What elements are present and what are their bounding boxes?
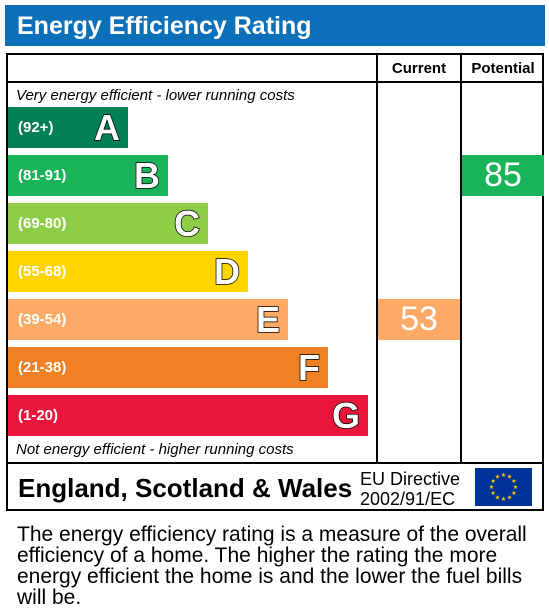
- band-b: (81-91) B: [8, 155, 168, 196]
- header-bar: Energy Efficiency Rating: [5, 5, 545, 46]
- band-a: (92+) A: [8, 107, 128, 148]
- flag-star: [490, 478, 496, 483]
- band-range-label: (1-20): [18, 407, 59, 424]
- page-title: Energy Efficiency Rating: [17, 12, 312, 40]
- footer-country: England, Scotland & Wales: [18, 473, 353, 503]
- band-letter-label: D: [213, 251, 241, 293]
- current-score: 53: [378, 299, 460, 340]
- flag-star: [511, 490, 517, 495]
- potential-score: 85: [462, 155, 544, 196]
- column-divider-current: [376, 53, 378, 464]
- band-letter-label: B: [133, 155, 161, 197]
- flag-star: [495, 494, 500, 500]
- band-letter-label: A: [93, 107, 121, 149]
- band-letter-label: C: [173, 203, 201, 245]
- column-header-potential: Potential: [471, 60, 535, 77]
- flag-star: [513, 484, 518, 489]
- flag-star: [489, 484, 494, 489]
- flag-star: [511, 478, 517, 483]
- column-divider-potential: [460, 53, 462, 464]
- band-letter-label: E: [255, 299, 281, 341]
- footer-row-divider: [6, 462, 544, 464]
- flag-star: [501, 496, 506, 501]
- footer-directive-line1: EU Directive: [360, 469, 461, 489]
- band-range-label: (81-91): [18, 167, 67, 184]
- band-g: (1-20) G: [8, 395, 368, 436]
- flag-star: [507, 494, 512, 500]
- band-range-label: (55-68): [18, 263, 67, 280]
- footer-directive-line2: 2002/91/EC: [360, 489, 456, 509]
- header-row-divider: [6, 81, 544, 83]
- band-range-label: (39-54): [18, 311, 67, 328]
- band-range-label: (69-80): [18, 215, 67, 232]
- flag-star: [507, 474, 512, 479]
- band-d: (55-68) D: [8, 251, 248, 292]
- band-range-label: (92+): [18, 119, 54, 136]
- band-c: (69-80) C: [8, 203, 208, 244]
- eu-flag-icon: [475, 468, 532, 506]
- description-text: The energy efficiency rating is a measur…: [17, 523, 527, 609]
- flag-star: [490, 490, 496, 495]
- rating-frame: [6, 53, 544, 511]
- band-f: (21-38) F: [8, 347, 328, 388]
- flag-star: [501, 472, 506, 477]
- note-bottom: Not energy efficient - higher running co…: [16, 441, 294, 458]
- note-top: Very energy efficient - lower running co…: [16, 87, 295, 104]
- flag-star: [495, 474, 500, 479]
- band-letter-label: F: [297, 347, 321, 389]
- band-e: (39-54) E: [8, 299, 288, 340]
- column-header-current: Current: [391, 60, 447, 77]
- band-letter-label: G: [331, 395, 361, 437]
- band-range-label: (21-38): [18, 359, 67, 376]
